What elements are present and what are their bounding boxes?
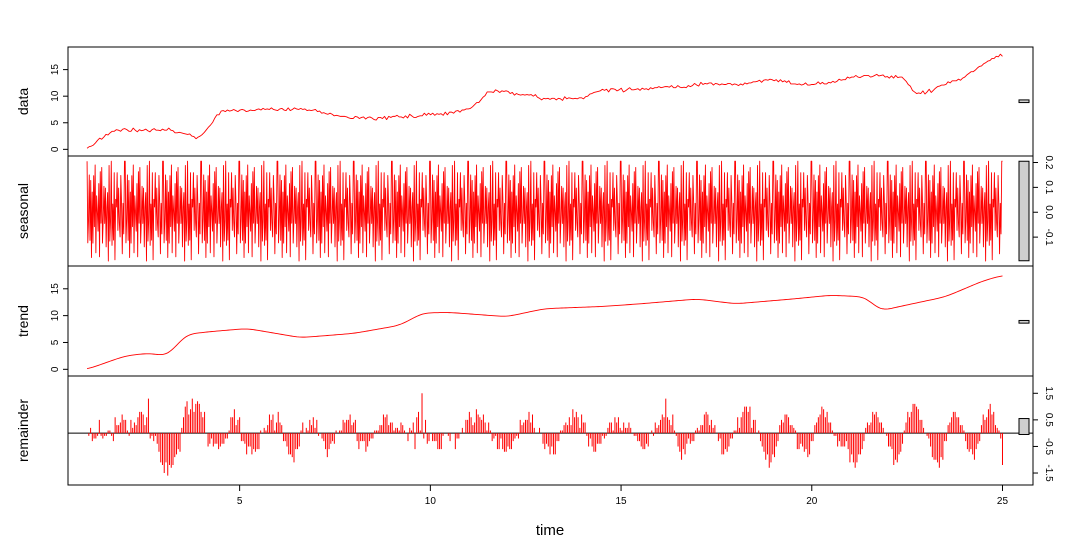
seasonal-range-bar: [1018, 160, 1030, 262]
remainder-bars: [88, 393, 1003, 476]
trend-y-tick-label: 5: [50, 339, 61, 345]
x-axis-title: time: [536, 522, 564, 539]
panel-trend: 0 5 10 15 trend: [15, 265, 1034, 377]
remainder-panel-label: remainder: [15, 399, 31, 462]
data-panel-frame: [67, 46, 1034, 157]
remainder-y-tick-label: 1.5: [1043, 386, 1054, 400]
seasonal-y-tick-label: 0.2: [1043, 156, 1054, 170]
data-y-tick-label: 15: [50, 64, 61, 76]
panel-data: 0 5 10 15 data: [15, 46, 1034, 157]
remainder-y-tick-label: -1.5: [1043, 464, 1054, 482]
remainder-range-bar: [1018, 418, 1030, 435]
trend-y-tick-label: 10: [50, 310, 61, 322]
data-range-bar: [1018, 99, 1030, 104]
data-y-tick-label: 5: [50, 120, 61, 126]
x-tick-label-25: 25: [997, 496, 1009, 507]
seasonal-y-tick-label: -0.1: [1043, 229, 1054, 247]
data-series-line: [86, 53, 1003, 149]
seasonal-y-tick-label: 0.0: [1043, 205, 1054, 219]
x-tick-label-20: 20: [806, 496, 818, 507]
seasonal-series-line: [86, 160, 1003, 262]
data-y-tick-label: 10: [50, 90, 61, 102]
trend-y-tick-label: 15: [50, 283, 61, 295]
x-tick-label-10: 10: [425, 496, 437, 507]
trend-series-line: [86, 275, 1003, 369]
panel-seasonal: -0.1 0.0 0.1 0.2 seasonal: [15, 155, 1054, 267]
remainder-panel-frame: [67, 375, 1034, 486]
seasonal-panel-label: seasonal: [15, 183, 31, 239]
data-panel-label: data: [15, 88, 31, 115]
data-y-tick-label: 0: [50, 146, 61, 152]
seasonal-y-tick-label: 0.1: [1043, 180, 1054, 194]
x-tick-label-5: 5: [237, 496, 243, 507]
x-tick-label-15: 15: [616, 496, 628, 507]
panel-remainder: -1.5 -0.5 0.5 1.5 remainder: [15, 375, 1054, 486]
trend-panel-label: trend: [15, 305, 31, 337]
remainder-y-tick-label: 0.5: [1043, 413, 1054, 427]
remainder-y-tick-label: -0.5: [1043, 438, 1054, 456]
trend-y-tick-label: 0: [50, 366, 61, 372]
trend-range-bar: [1018, 319, 1030, 324]
trend-panel-frame: [67, 265, 1034, 377]
